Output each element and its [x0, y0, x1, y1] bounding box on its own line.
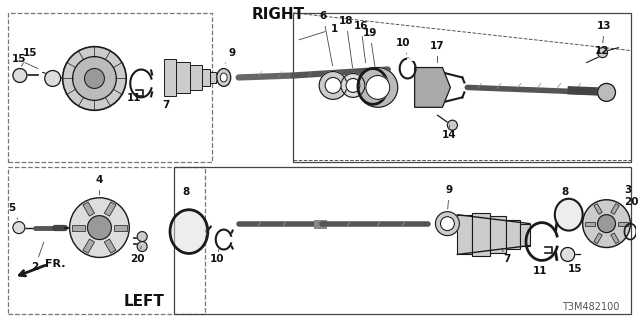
Circle shape	[70, 198, 129, 257]
Polygon shape	[584, 222, 595, 226]
Text: 9: 9	[225, 48, 236, 63]
Polygon shape	[415, 68, 451, 107]
Circle shape	[598, 84, 616, 101]
Circle shape	[325, 77, 341, 93]
Polygon shape	[115, 225, 127, 231]
Polygon shape	[83, 239, 95, 253]
Text: 14: 14	[442, 125, 457, 140]
Text: 18: 18	[339, 16, 353, 68]
Circle shape	[358, 68, 397, 107]
Text: 6: 6	[319, 11, 333, 66]
Text: FR.: FR.	[45, 260, 65, 269]
Polygon shape	[618, 222, 628, 226]
Text: 15: 15	[21, 48, 37, 66]
Text: 8: 8	[182, 187, 189, 197]
Polygon shape	[594, 204, 602, 214]
Text: 8: 8	[562, 187, 569, 197]
Ellipse shape	[217, 68, 230, 86]
Text: 16: 16	[354, 21, 368, 63]
Text: 11: 11	[532, 260, 547, 276]
Polygon shape	[83, 202, 95, 216]
Text: LEFT: LEFT	[124, 294, 164, 309]
Polygon shape	[611, 204, 619, 214]
Circle shape	[561, 247, 575, 261]
Polygon shape	[210, 71, 216, 84]
Polygon shape	[506, 220, 520, 250]
Text: 10: 10	[396, 38, 410, 54]
Text: 20: 20	[130, 246, 145, 264]
Circle shape	[440, 217, 454, 231]
Text: 12: 12	[595, 46, 609, 56]
Ellipse shape	[555, 199, 582, 231]
Circle shape	[88, 216, 111, 240]
Polygon shape	[176, 61, 190, 93]
Polygon shape	[520, 224, 530, 245]
Text: 17: 17	[430, 41, 445, 63]
Polygon shape	[472, 213, 490, 256]
Circle shape	[582, 200, 630, 247]
Ellipse shape	[220, 73, 227, 82]
Text: 11: 11	[127, 93, 142, 103]
Polygon shape	[104, 239, 116, 253]
Circle shape	[72, 57, 116, 100]
Text: 7: 7	[162, 100, 170, 110]
Polygon shape	[594, 233, 602, 244]
Circle shape	[137, 232, 147, 242]
Text: RIGHT: RIGHT	[252, 7, 305, 22]
Circle shape	[63, 47, 126, 110]
Text: 5: 5	[8, 203, 18, 219]
Text: 2: 2	[31, 242, 44, 272]
Circle shape	[435, 212, 460, 236]
Polygon shape	[202, 68, 210, 86]
Text: 19: 19	[363, 28, 377, 70]
Circle shape	[447, 120, 458, 130]
Circle shape	[341, 74, 365, 97]
Polygon shape	[458, 215, 472, 254]
Polygon shape	[611, 233, 619, 244]
Text: 13: 13	[597, 21, 612, 43]
Polygon shape	[104, 202, 116, 216]
Text: 15: 15	[568, 261, 582, 274]
Polygon shape	[72, 225, 84, 231]
Text: 3: 3	[625, 185, 632, 195]
Circle shape	[346, 78, 360, 92]
Text: 9: 9	[446, 185, 453, 209]
Text: 1: 1	[299, 24, 338, 40]
Circle shape	[45, 70, 61, 86]
Circle shape	[84, 68, 104, 88]
Text: 10: 10	[209, 250, 224, 264]
Circle shape	[598, 215, 616, 233]
Circle shape	[319, 71, 347, 99]
Polygon shape	[190, 65, 202, 91]
Circle shape	[366, 76, 390, 99]
Text: 7: 7	[502, 250, 511, 264]
Circle shape	[598, 48, 607, 58]
Text: T3M482100: T3M482100	[562, 302, 620, 312]
Circle shape	[13, 222, 25, 234]
Polygon shape	[490, 216, 506, 253]
Polygon shape	[164, 59, 176, 96]
Text: 4: 4	[96, 175, 103, 195]
Ellipse shape	[170, 210, 208, 253]
Circle shape	[13, 68, 27, 83]
Circle shape	[137, 242, 147, 252]
Text: 15: 15	[12, 53, 26, 64]
Text: 20: 20	[625, 197, 639, 207]
